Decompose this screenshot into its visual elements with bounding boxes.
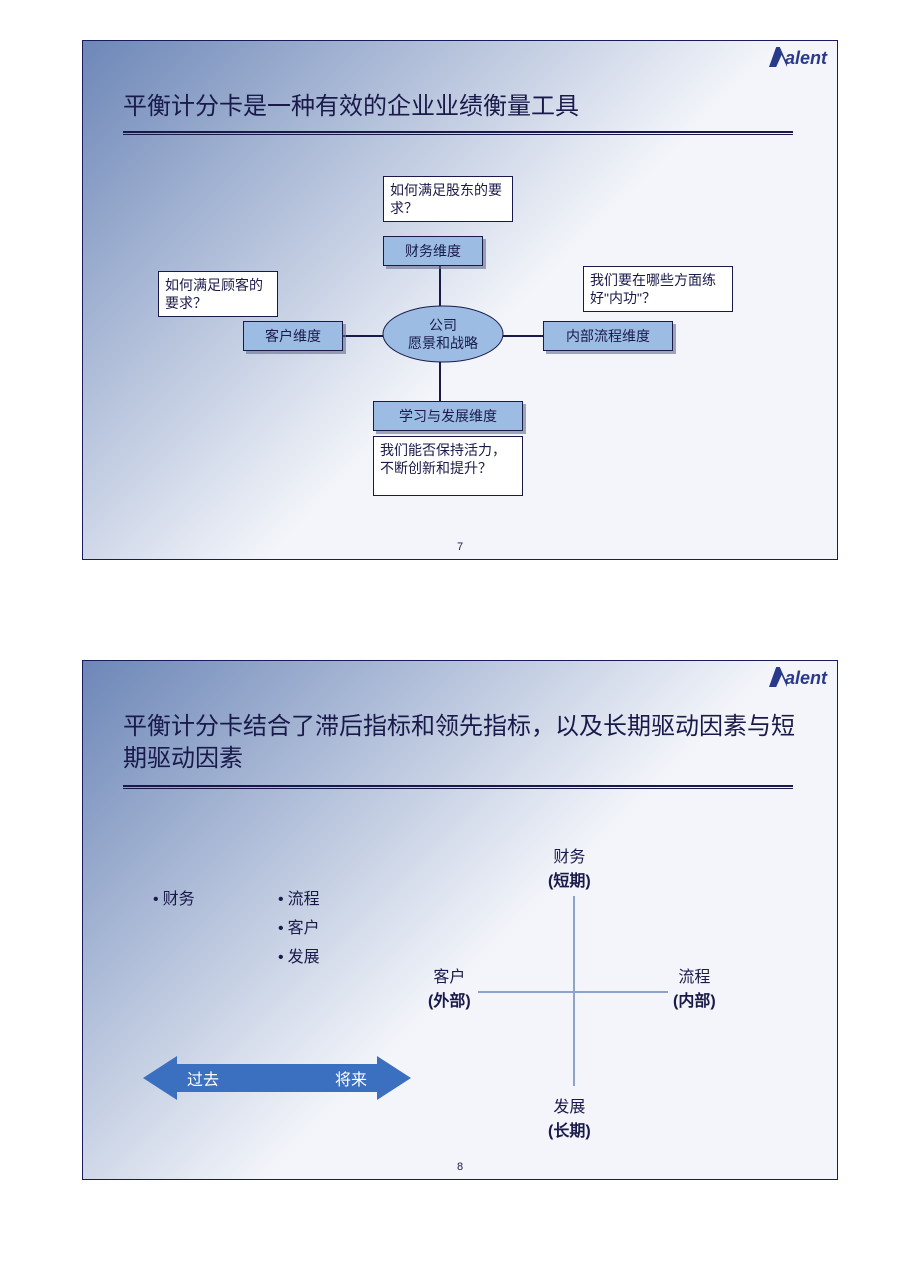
arrow-head-left-icon [143,1056,177,1100]
connector-line [501,335,545,337]
connector-line [439,361,441,401]
dimension-customer: 客户维度 [243,321,343,351]
bullet-column-future: 流程客户发展 [278,886,320,972]
bullet-column-past: 财务 [153,886,195,915]
quadrant-top-label: 财务(短期) [548,846,591,894]
title-underline [123,131,793,135]
dimension-learn: 学习与发展维度 [373,401,523,431]
logo: alent [769,47,827,69]
connector-line [439,266,441,306]
page-number: 7 [457,541,463,553]
timeline-arrow: 过去 将来 [143,1056,411,1100]
svg-text:愿景和战略: 愿景和战略 [408,335,478,351]
center-node: 公司 愿景和战略 [383,306,503,362]
page-number: 8 [457,1161,463,1173]
question-finance: 如何满足股东的要求？ [383,176,513,222]
logo: alent [769,667,827,689]
question-customer: 如何满足顾客的要求？ [158,271,278,317]
arrow-head-right-icon [377,1056,411,1100]
question-learn: 我们能否保持活力，不断创新和提升？ [373,436,523,496]
question-process: 我们要在哪些方面练好"内功"？ [583,266,733,312]
dimension-process: 内部流程维度 [543,321,673,351]
bullet-item: 流程 [278,886,320,915]
arrow-body: 过去 将来 [177,1064,377,1092]
quadrant-left-label: 客户(外部) [428,966,471,1014]
arrow-right-label: 将来 [335,1066,367,1090]
slide-7: alent 平衡计分卡是一种有效的企业业绩衡量工具 公司 愿景和战略 财务维度如… [82,40,838,560]
quadrant-bottom-label: 发展(长期) [548,1096,591,1144]
bullet-item: 财务 [153,886,195,915]
quadrant-v-axis [573,896,575,1086]
bullet-item: 发展 [278,944,320,973]
title-underline [123,785,793,789]
dimension-finance: 财务维度 [383,236,483,266]
arrow-left-label: 过去 [187,1066,219,1090]
quadrant-right-label: 流程(内部) [673,966,716,1014]
bullet-item: 客户 [278,915,320,944]
slide-8: alent 平衡计分卡结合了滞后指标和领先指标，以及长期驱动因素与短期驱动因素 … [82,660,838,1180]
slide-title: 平衡计分卡是一种有效的企业业绩衡量工具 [123,91,803,123]
slide-title: 平衡计分卡结合了滞后指标和领先指标，以及长期驱动因素与短期驱动因素 [123,711,803,776]
svg-text:公司: 公司 [429,317,457,333]
